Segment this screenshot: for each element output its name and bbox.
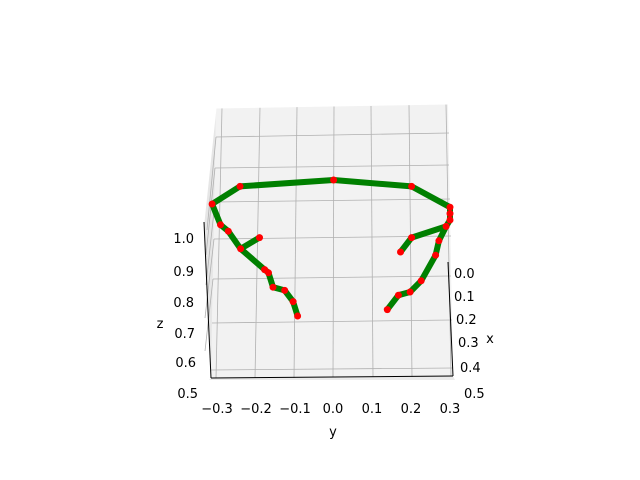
joint-marker: [281, 286, 289, 294]
bone-segment: [225, 228, 244, 252]
joint-marker: [408, 234, 416, 242]
joint-marker: [269, 283, 277, 291]
joint-marker: [289, 298, 297, 306]
bone-segment: [237, 234, 263, 252]
joint-marker: [330, 176, 338, 184]
bone-segment: [408, 223, 450, 241]
left-pane-x: [204, 108, 216, 379]
x-axis-label: x: [486, 332, 494, 347]
y-tick-label: −0.2: [240, 402, 272, 417]
x-axis-ticks: 0.0 0.1 0.2 0.3 0.4 0.5: [454, 267, 485, 402]
joint-marker: [265, 269, 272, 277]
z-tick-label: 0.8: [173, 296, 194, 311]
z-tick-label: 0.6: [175, 356, 196, 371]
y-tick-label: 0.3: [440, 402, 461, 417]
bone-segment: [237, 245, 268, 273]
joint-marker: [224, 227, 232, 235]
z-axis-ticks: 0.5 0.6 0.7 0.8 0.9 1.0: [173, 232, 198, 402]
joint-marker: [383, 306, 391, 314]
back-pane-y: [211, 104, 453, 378]
y-tick-label: 0.2: [401, 402, 422, 417]
joint-marker: [397, 248, 404, 256]
y-tick-label: 0.0: [323, 402, 344, 417]
bone-segment: [418, 252, 439, 284]
y-tick-label: −0.1: [279, 402, 311, 417]
joint-marker: [217, 221, 224, 229]
x-tick-label: 0.5: [464, 387, 485, 402]
axis-lines: [203, 221, 454, 379]
bone-segment: [209, 201, 224, 228]
joint-marker: [237, 245, 245, 253]
joint-marker: [236, 182, 244, 190]
z-tick-label: 0.5: [177, 387, 198, 402]
bone-segment: [237, 177, 337, 190]
bone-segment: [408, 183, 453, 211]
x-tick-label: 0.1: [454, 290, 475, 305]
pane-edges: [203, 103, 449, 223]
z-axis-label: z: [157, 317, 164, 332]
z-tick-label: 0.9: [173, 265, 194, 280]
floor-pane: [209, 376, 455, 380]
bone-segment: [209, 183, 243, 207]
joint-marker: [208, 200, 216, 208]
joint-marker: [256, 234, 263, 242]
joint-marker: [435, 237, 443, 245]
joint-marker: [294, 312, 302, 320]
bone-segment: [330, 177, 415, 190]
joint-marker: [432, 251, 440, 259]
joint-marker: [442, 222, 450, 230]
x-tick-label: 0.0: [454, 267, 475, 282]
joint-marker: [408, 182, 416, 190]
z-tick-label: 1.0: [173, 232, 194, 247]
z-tick-label: 0.7: [174, 327, 195, 342]
joint-marker: [417, 277, 425, 285]
y-tick-label: 0.1: [362, 402, 383, 417]
y-tick-label: −0.3: [201, 402, 233, 417]
x-tick-label: 0.3: [458, 336, 479, 351]
x-tick-label: 0.2: [456, 313, 477, 328]
joint-marker: [446, 210, 454, 218]
y-axis-ticks: −0.3 −0.2 −0.1 0.0 0.1 0.2 0.3: [201, 402, 460, 417]
joint-marker: [406, 288, 414, 296]
y-axis-label: y: [329, 425, 337, 440]
joint-marker: [394, 291, 402, 299]
joint-marker: [446, 203, 454, 211]
joint-marker: [446, 216, 454, 224]
x-tick-label: 0.4: [460, 361, 481, 376]
joint-markers: [208, 176, 454, 320]
